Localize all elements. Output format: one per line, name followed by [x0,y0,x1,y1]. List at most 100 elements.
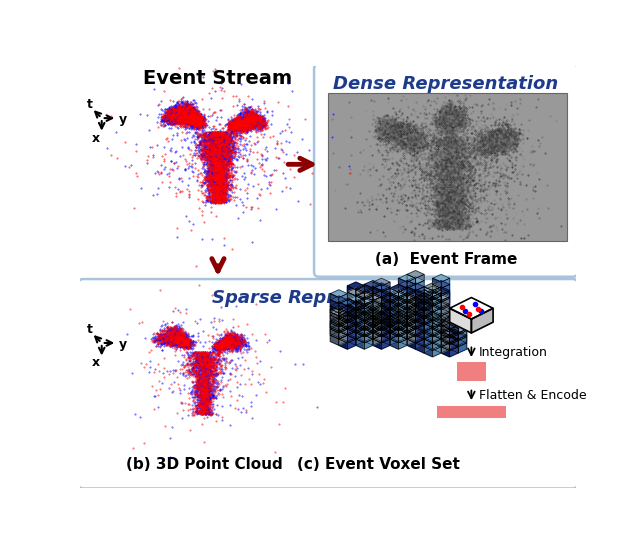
Polygon shape [390,302,399,312]
Polygon shape [433,297,441,307]
Polygon shape [441,328,450,338]
Polygon shape [364,335,373,345]
Polygon shape [415,287,424,297]
Polygon shape [381,319,390,329]
Polygon shape [407,293,415,303]
Polygon shape [381,309,390,318]
Polygon shape [424,312,433,322]
Polygon shape [458,324,467,334]
Polygon shape [424,317,433,328]
Polygon shape [458,343,467,353]
Polygon shape [433,319,450,327]
Polygon shape [433,281,450,288]
Polygon shape [433,347,441,357]
Polygon shape [364,324,373,334]
Polygon shape [433,288,450,296]
Polygon shape [433,302,441,312]
Polygon shape [441,341,450,351]
Polygon shape [348,332,356,341]
Polygon shape [433,302,450,310]
Polygon shape [433,309,441,318]
Polygon shape [364,306,373,316]
Polygon shape [339,319,348,329]
Polygon shape [407,284,415,294]
Polygon shape [450,330,458,341]
Polygon shape [441,306,450,316]
Polygon shape [339,312,356,320]
Polygon shape [356,333,364,343]
Polygon shape [433,339,441,349]
Polygon shape [407,326,415,335]
Polygon shape [330,309,339,319]
Polygon shape [364,317,373,327]
Polygon shape [415,306,424,316]
Polygon shape [373,320,390,328]
Polygon shape [424,343,433,353]
Polygon shape [407,275,415,284]
Polygon shape [424,300,433,310]
Polygon shape [441,321,458,329]
Polygon shape [381,298,390,309]
Polygon shape [424,321,433,332]
Polygon shape [407,298,424,306]
Polygon shape [415,324,433,332]
Polygon shape [450,333,467,341]
Polygon shape [330,306,339,316]
Polygon shape [441,284,450,294]
Polygon shape [348,310,364,317]
Polygon shape [364,284,373,294]
Polygon shape [356,312,373,320]
Polygon shape [356,320,364,330]
Polygon shape [373,297,390,305]
Polygon shape [390,313,399,323]
Polygon shape [348,294,364,302]
Polygon shape [450,329,458,339]
Text: Dense Representation: Dense Representation [333,75,559,93]
Polygon shape [348,309,364,316]
Polygon shape [433,339,450,347]
Polygon shape [364,293,381,301]
Text: t: t [87,323,93,335]
Polygon shape [339,339,348,349]
Polygon shape [415,298,433,305]
Polygon shape [407,328,415,338]
Polygon shape [424,347,433,357]
Polygon shape [330,335,339,345]
Polygon shape [424,328,433,338]
Polygon shape [364,310,381,317]
Polygon shape [450,341,458,351]
Polygon shape [415,316,424,326]
Polygon shape [373,332,381,341]
Polygon shape [381,307,390,317]
Polygon shape [433,305,441,315]
Text: Event Stream: Event Stream [143,68,292,88]
Polygon shape [381,297,390,307]
Polygon shape [399,298,407,309]
Polygon shape [424,302,433,312]
Polygon shape [433,323,441,333]
Polygon shape [373,317,381,328]
Polygon shape [373,290,381,301]
Text: t: t [87,98,93,111]
Polygon shape [450,339,458,349]
Polygon shape [364,324,381,332]
Polygon shape [424,296,433,306]
Polygon shape [364,327,373,337]
Polygon shape [373,312,381,322]
Polygon shape [407,313,424,321]
Polygon shape [441,312,450,322]
Polygon shape [364,326,373,335]
Polygon shape [381,333,390,343]
Polygon shape [415,311,433,319]
Polygon shape [399,310,415,317]
Polygon shape [399,332,407,341]
Polygon shape [364,288,373,298]
Polygon shape [458,330,467,341]
Polygon shape [356,329,364,339]
Polygon shape [399,309,407,319]
Polygon shape [356,324,364,334]
Polygon shape [330,305,348,313]
Polygon shape [399,320,407,330]
Polygon shape [433,343,441,353]
Polygon shape [339,306,348,316]
